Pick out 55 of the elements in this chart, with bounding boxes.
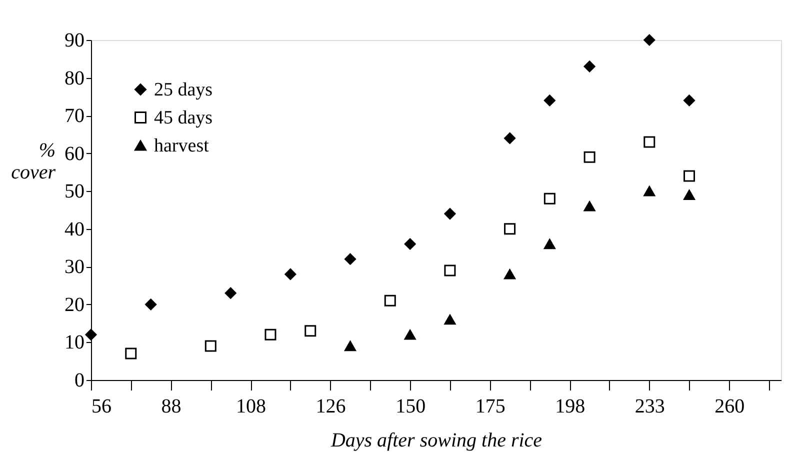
y-tick-label: 30	[64, 256, 84, 278]
y-tick-label: 70	[64, 105, 84, 128]
legend-label: 45 days	[154, 108, 213, 128]
point	[644, 186, 656, 196]
point	[584, 201, 596, 212]
point	[404, 330, 416, 340]
y-tick-label: 10	[64, 332, 84, 354]
x-tick-label: 56	[92, 396, 112, 418]
point	[544, 192, 556, 204]
point	[684, 94, 696, 106]
point	[684, 190, 696, 200]
point	[204, 340, 216, 352]
point	[584, 60, 596, 72]
y-axis-title: % cover	[11, 140, 56, 184]
x-tick-label: 198	[555, 396, 586, 418]
y-tick-label: 90	[64, 30, 84, 52]
point	[444, 208, 456, 220]
point	[504, 223, 516, 235]
point	[264, 328, 276, 340]
x-tick-label: 88	[161, 396, 182, 418]
point	[544, 238, 556, 250]
y-tick-label: 60	[64, 142, 84, 165]
point	[644, 34, 656, 46]
point	[284, 268, 296, 280]
point	[544, 94, 556, 106]
x-axis-title: Days after sowing the rice	[330, 430, 542, 452]
y-tick-label: 40	[64, 218, 84, 240]
point	[444, 314, 456, 325]
point	[384, 294, 396, 306]
legend-label: harvest	[154, 136, 210, 156]
point	[444, 264, 456, 276]
legend-label: 25 days	[154, 80, 213, 100]
point	[344, 253, 356, 265]
x-tick-label: 126	[316, 396, 346, 418]
point	[684, 170, 696, 182]
point	[644, 136, 656, 148]
point	[584, 151, 596, 163]
x-tick-label: 233	[634, 396, 665, 418]
point	[304, 325, 316, 337]
point	[404, 238, 416, 250]
point	[85, 328, 97, 340]
point	[145, 298, 157, 310]
x-tick-label: 260	[714, 396, 745, 418]
y-tick-label: 0	[74, 370, 84, 392]
point	[504, 132, 516, 144]
x-tick-label: 150	[396, 396, 426, 418]
point	[224, 287, 236, 299]
x-tick-label: 108	[236, 396, 266, 418]
point	[344, 340, 356, 352]
y-tick-label: 20	[64, 294, 84, 316]
y-tick-label: 80	[64, 67, 84, 90]
x-tick-label: 175	[475, 396, 506, 418]
point	[125, 348, 137, 360]
y-tick-label: 50	[64, 180, 84, 203]
point	[504, 269, 516, 280]
